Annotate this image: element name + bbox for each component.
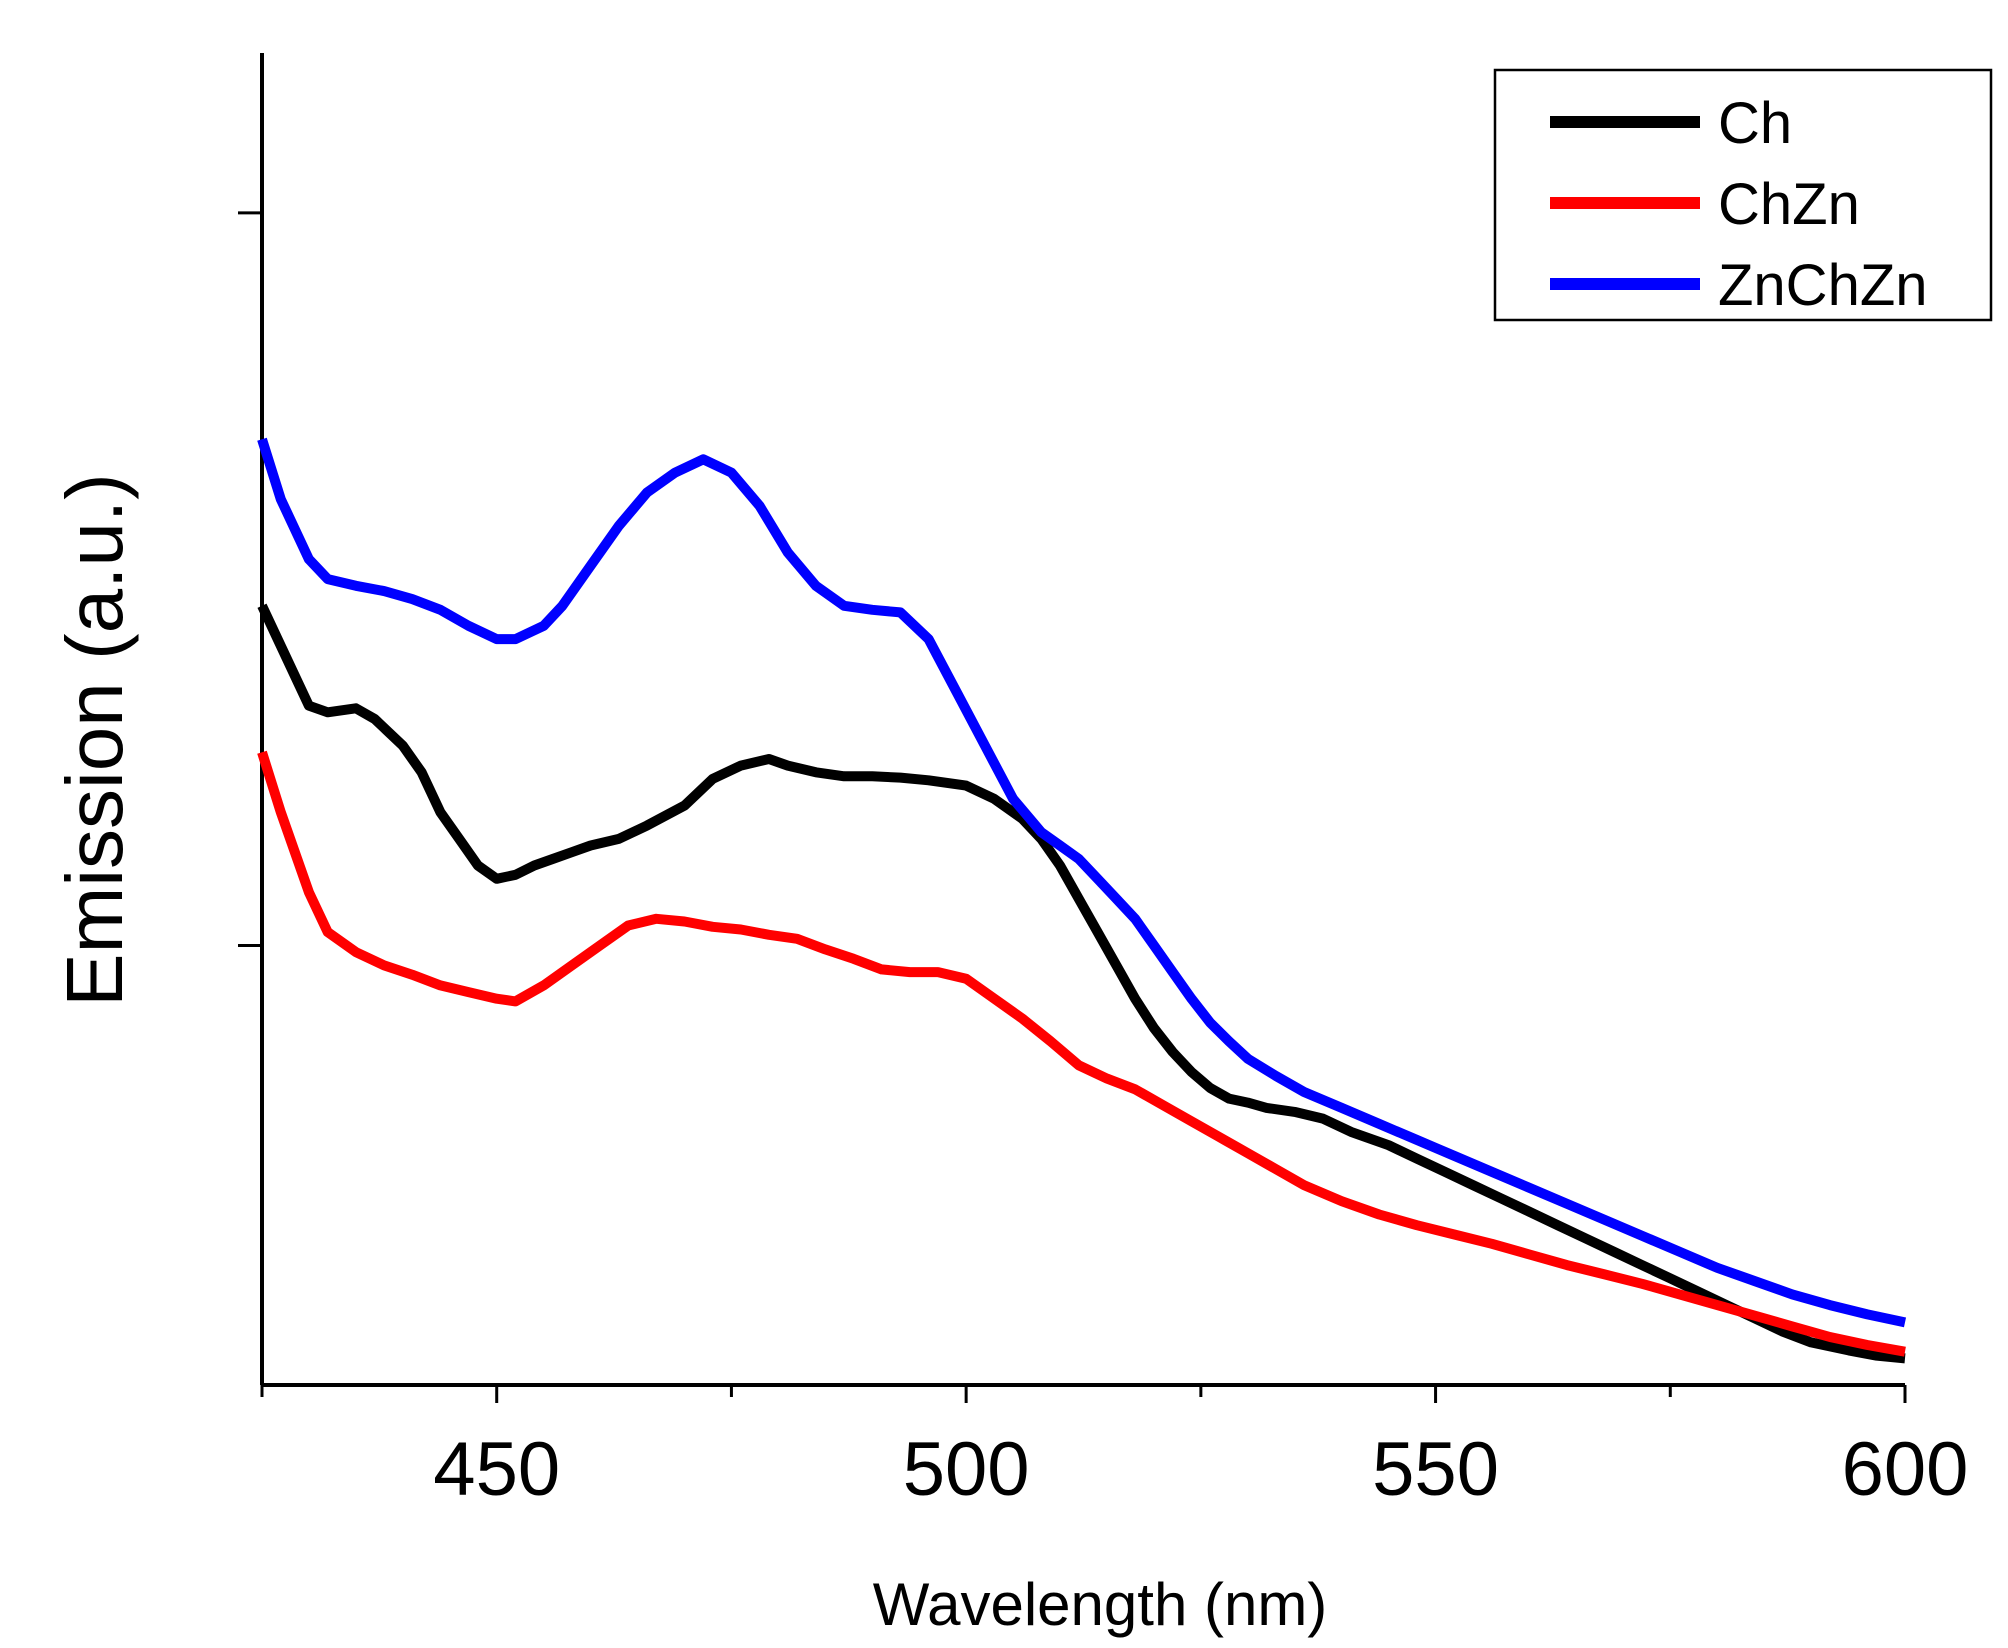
- x-axis-title: Wavelength (nm): [873, 1571, 1328, 1638]
- legend-label-znchzn: ZnChZn: [1718, 253, 1928, 318]
- series-line-znchzn: [257, 437, 1907, 1328]
- legend-label-chzn: ChZn: [1718, 172, 1860, 237]
- x-tick-label: 500: [903, 1427, 1030, 1512]
- x-tick-label: 450: [433, 1427, 560, 1512]
- y-axis-title: Emission (a.u.): [50, 473, 139, 1006]
- legend-label-ch: Ch: [1718, 91, 1792, 156]
- series-group: [257, 437, 1907, 1364]
- legend: Ch ChZn ZnChZn: [1493, 68, 1993, 322]
- series-line-chzn: [257, 750, 1906, 1357]
- series-line-ch: [257, 603, 1906, 1364]
- axes: [260, 53, 1905, 1387]
- x-ticks: 450 500 550 600: [260, 1385, 1969, 1512]
- x-tick-label: 600: [1842, 1427, 1969, 1512]
- x-tick-label: 550: [1372, 1427, 1499, 1512]
- y-ticks: [238, 211, 262, 947]
